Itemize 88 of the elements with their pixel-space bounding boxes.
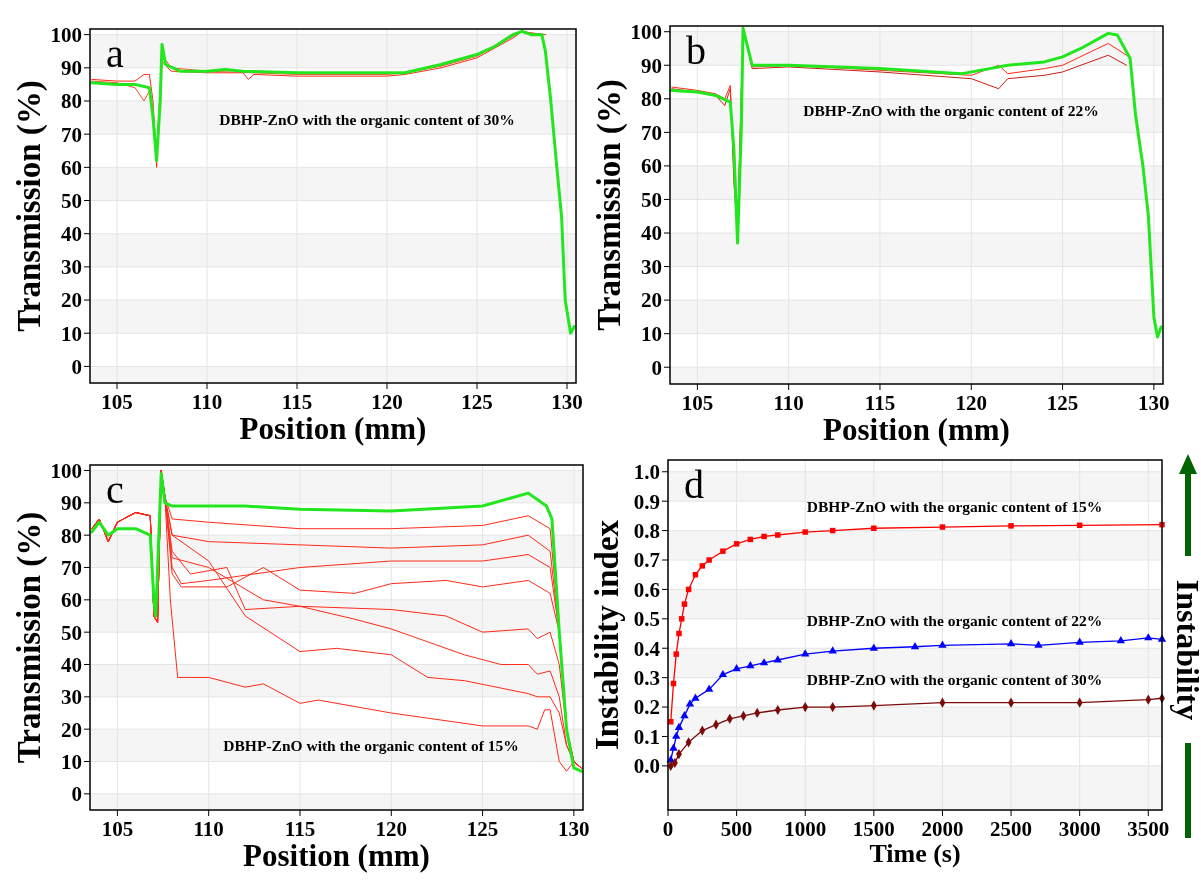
y-tick-label: 90 [61, 56, 82, 81]
y-tick-label: 0.5 [633, 607, 660, 632]
y-tick-label: 0 [651, 355, 662, 380]
x-axis-title: Position (mm) [239, 411, 427, 446]
y-tick-label: 1.0 [633, 460, 660, 485]
y-tick-label: 0.6 [633, 577, 660, 602]
annotation: DBHP-ZnO with the organic content of 15% [223, 737, 519, 755]
y-tick-label: 0.4 [633, 636, 661, 661]
y-tick-label: 70 [61, 122, 82, 147]
y-tick-label: 30 [641, 254, 662, 279]
x-tick-label: 115 [281, 390, 313, 414]
annotation: a [106, 31, 124, 76]
y-tick-label: 20 [61, 717, 82, 742]
y-tick-label: 30 [61, 685, 82, 710]
x-tick-label: 115 [284, 817, 316, 841]
y-tick-label: 20 [61, 288, 82, 313]
y-tick-label: 0.7 [633, 548, 660, 573]
x-tick-label: 125 [461, 390, 493, 414]
y-tick-label: 0.0 [633, 754, 660, 779]
x-tick-label: 125 [466, 817, 499, 841]
y-tick-label: 80 [61, 89, 82, 114]
y-tick-label: 10 [641, 322, 662, 347]
y-tick-label: 0.9 [633, 489, 660, 514]
y-tick-label: 100 [50, 22, 82, 47]
x-tick-label: 105 [101, 390, 133, 414]
y-tick-label: 20 [641, 288, 662, 313]
y-tick-label: 50 [61, 620, 82, 645]
y-tick-label: 0.1 [633, 724, 660, 749]
x-axis-title: Position (mm) [243, 838, 430, 873]
y-tick-label: 0 [71, 354, 82, 379]
series-label: DBHP-ZnO with the organic content of 30% [806, 671, 1103, 689]
x-tick-label: 110 [193, 817, 224, 841]
annotation: DBHP-ZnO with the organic content of 30% [219, 110, 515, 128]
y-tick-label: 0.3 [633, 666, 660, 690]
x-tick-label: 130 [551, 390, 583, 414]
x-tick-label: 125 [1046, 391, 1079, 415]
x-tick-label: 120 [371, 390, 403, 414]
x-tick-label: 105 [681, 391, 714, 415]
x-tick-label: 130 [558, 817, 590, 841]
x-axis-title: Time (s) [869, 839, 961, 868]
annotation: DBHP-ZnO with the organic content of 22% [803, 101, 1099, 119]
y-tick-label: 80 [61, 523, 82, 548]
text: Instability [1169, 579, 1201, 721]
x-tick-label: 1000 [784, 817, 827, 841]
y-tick-label: 70 [61, 555, 82, 580]
y-tick-label: 0.2 [633, 695, 660, 720]
y-tick-label: 50 [61, 188, 82, 213]
x-tick-label: 3000 [1058, 817, 1101, 841]
x-tick-label: 110 [191, 390, 223, 414]
y-tick-label: 60 [61, 155, 82, 180]
y-tick-label: 60 [61, 588, 82, 613]
series-label: DBHP-ZnO with the organic content of 15% [806, 497, 1103, 515]
y-tick-label: 40 [61, 652, 82, 677]
x-tick-label: 2000 [921, 817, 964, 841]
annotation: b [686, 28, 706, 73]
y-tick-label: 0 [71, 782, 82, 807]
y-tick-label: 40 [61, 222, 82, 247]
y-tick-label: 90 [641, 53, 662, 78]
y-tick-label: 50 [641, 187, 662, 212]
x-tick-label: 120 [375, 817, 408, 841]
y-axis-title: Transmission (%) [11, 80, 48, 332]
annotation: d [684, 462, 704, 507]
y-tick-label: 0.8 [633, 518, 660, 543]
x-tick-label: 500 [720, 817, 753, 841]
annotation: c [106, 467, 124, 512]
x-tick-label: 2500 [990, 817, 1033, 841]
y-tick-label: 10 [61, 749, 82, 774]
y-tick-label: 30 [61, 255, 82, 280]
y-tick-label: 60 [641, 154, 662, 179]
x-tick-label: 105 [101, 817, 134, 841]
x-tick-label: 1500 [852, 817, 895, 841]
series-label: DBHP-ZnO with the organic content of 22% [806, 612, 1103, 630]
x-tick-label: 120 [955, 391, 988, 415]
x-axis-title: Position (mm) [823, 412, 1010, 447]
y-tick-label: 100 [50, 458, 82, 483]
y-axis-title: Transmission (%) [11, 511, 48, 764]
y-axis-title: Transmission (%) [591, 79, 628, 331]
x-tick-label: 110 [773, 391, 804, 415]
y-tick-label: 90 [61, 491, 82, 516]
y-tick-label: 40 [641, 221, 662, 246]
y-tick-label: 100 [630, 20, 662, 45]
x-tick-label: 130 [1138, 391, 1170, 415]
x-tick-label: 3500 [1127, 817, 1170, 841]
y-axis-title: Instability index [589, 519, 625, 751]
y-tick-label: 80 [641, 87, 662, 112]
y-tick-label: 10 [61, 321, 82, 346]
y-tick-label: 70 [641, 120, 662, 145]
x-tick-label: 115 [864, 391, 896, 415]
